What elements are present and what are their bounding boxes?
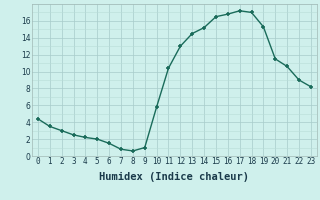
X-axis label: Humidex (Indice chaleur): Humidex (Indice chaleur) — [100, 172, 249, 182]
